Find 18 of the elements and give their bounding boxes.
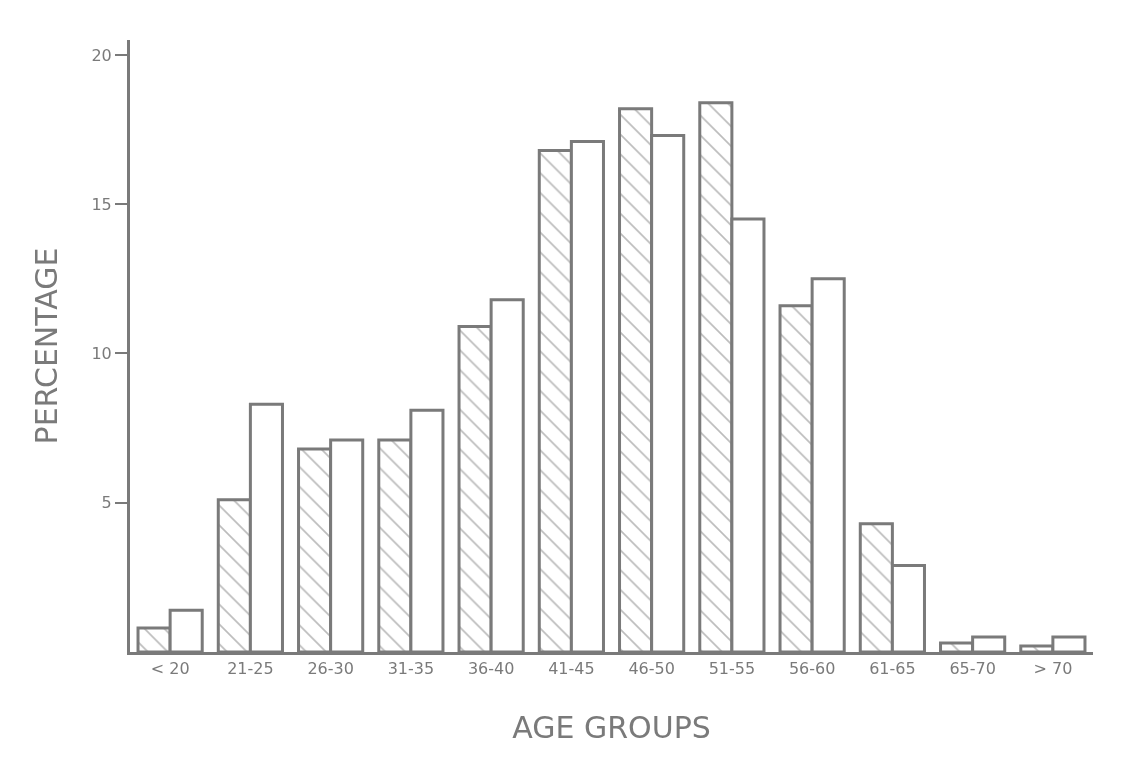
x-tick-label: 36-40 xyxy=(467,659,515,679)
y-tick-label: 15 xyxy=(91,194,112,214)
x-tick-label: 21-25 xyxy=(227,659,274,679)
x-tick-label: < 20 xyxy=(150,659,190,679)
x-tick-label: > 70 xyxy=(1033,659,1073,679)
y-tick-label: 20 xyxy=(91,45,112,65)
y-axis-title: PERCENTAGE xyxy=(29,247,65,445)
x-tick-label: 65-70 xyxy=(949,659,996,679)
y-tick-label: 10 xyxy=(91,344,112,364)
x-tick-label: 46-50 xyxy=(628,659,675,679)
x-tick-label: 61-65 xyxy=(869,659,916,679)
x-tick-label: 51-55 xyxy=(708,659,756,679)
x-axis-title: AGE GROUPS xyxy=(512,709,711,745)
y-tick-label: 5 xyxy=(101,493,112,513)
x-tick-label: 56-60 xyxy=(788,659,836,679)
x-tick-label: 26-30 xyxy=(307,659,354,679)
x-tick-label: 41-45 xyxy=(548,659,595,679)
x-tick-label: 31-35 xyxy=(387,659,435,679)
